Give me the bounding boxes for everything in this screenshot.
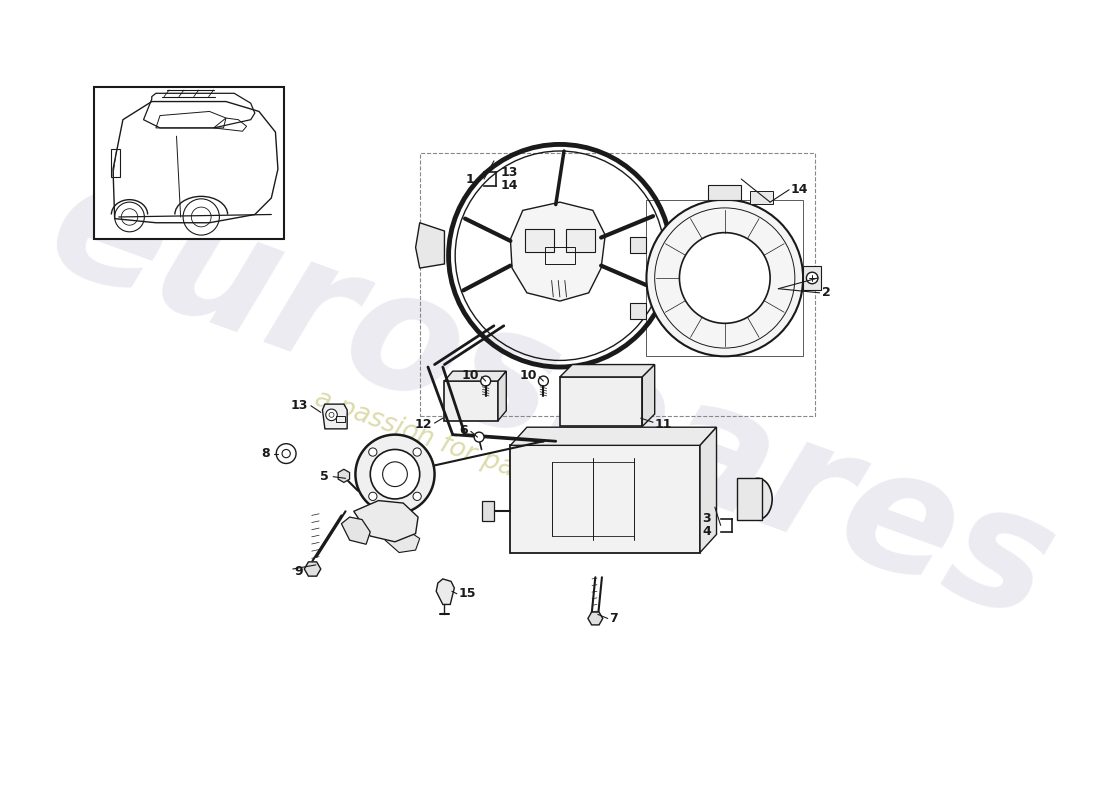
Text: 9: 9 — [295, 565, 302, 578]
Text: 3: 3 — [702, 512, 711, 526]
Bar — [737, 478, 762, 519]
Text: 11: 11 — [654, 418, 672, 431]
Bar — [526, 229, 554, 251]
Circle shape — [538, 376, 548, 386]
Circle shape — [412, 448, 421, 456]
Circle shape — [806, 272, 818, 284]
Bar — [630, 302, 647, 319]
Polygon shape — [587, 612, 603, 625]
Text: 5: 5 — [320, 470, 329, 483]
Text: 10: 10 — [519, 369, 537, 382]
Bar — [544, 247, 574, 264]
Polygon shape — [510, 202, 605, 301]
Polygon shape — [437, 579, 454, 605]
Circle shape — [368, 492, 377, 501]
Text: 4: 4 — [702, 526, 711, 538]
Polygon shape — [354, 501, 418, 542]
Bar — [560, 377, 642, 426]
Bar — [647, 200, 803, 356]
Circle shape — [647, 200, 803, 356]
Text: 6: 6 — [459, 424, 468, 437]
Text: 2: 2 — [822, 286, 830, 299]
Text: eurospares: eurospares — [29, 143, 1075, 657]
Text: 12: 12 — [415, 418, 432, 431]
Circle shape — [368, 448, 377, 456]
Polygon shape — [510, 427, 716, 446]
Circle shape — [481, 376, 491, 386]
Polygon shape — [444, 371, 506, 381]
Text: 14: 14 — [791, 183, 808, 196]
Circle shape — [412, 492, 421, 501]
Text: 10: 10 — [462, 369, 480, 382]
Polygon shape — [675, 221, 708, 266]
Bar — [708, 185, 741, 200]
Bar — [566, 229, 595, 251]
Bar — [337, 416, 344, 422]
Bar — [510, 446, 700, 553]
Bar — [95, 86, 284, 239]
Text: 15: 15 — [459, 587, 476, 600]
Bar — [482, 502, 494, 521]
Bar — [749, 191, 772, 204]
Text: 13: 13 — [292, 399, 308, 412]
Polygon shape — [338, 470, 350, 482]
Bar — [803, 266, 822, 290]
Polygon shape — [385, 530, 420, 553]
Polygon shape — [416, 222, 444, 268]
Text: 13: 13 — [500, 166, 518, 179]
Bar — [444, 381, 498, 421]
Polygon shape — [305, 562, 321, 576]
Polygon shape — [642, 365, 654, 426]
Text: 14: 14 — [500, 179, 518, 192]
Polygon shape — [498, 371, 506, 421]
Ellipse shape — [744, 478, 772, 519]
Circle shape — [276, 444, 296, 463]
Circle shape — [355, 434, 434, 514]
Circle shape — [474, 432, 484, 442]
Polygon shape — [322, 404, 348, 429]
Text: 8: 8 — [261, 447, 270, 460]
Bar — [110, 149, 120, 178]
Circle shape — [371, 450, 420, 499]
Bar — [630, 237, 647, 254]
Text: 7: 7 — [609, 612, 618, 625]
Circle shape — [680, 233, 770, 323]
Polygon shape — [341, 517, 371, 544]
Circle shape — [326, 409, 338, 421]
Text: a passion for parts since 1985: a passion for parts since 1985 — [310, 386, 694, 546]
Polygon shape — [560, 365, 654, 377]
Text: 1: 1 — [465, 173, 474, 186]
Polygon shape — [700, 427, 716, 553]
